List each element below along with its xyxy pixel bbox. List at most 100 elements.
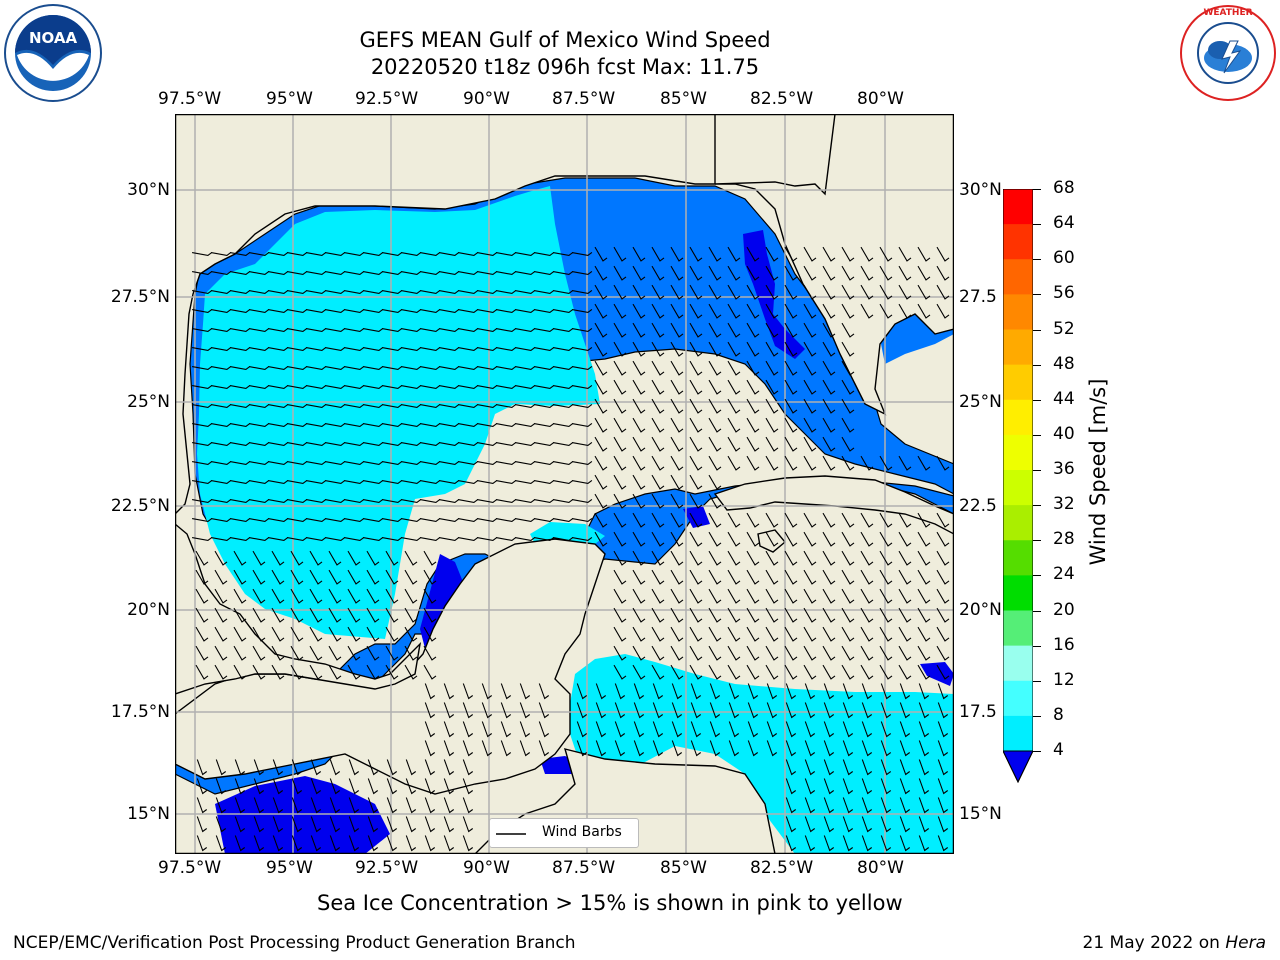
legend-line-swatch [496,833,526,835]
wind-barb [534,517,555,522]
wind-barb [287,403,308,408]
wind-barb [401,422,422,427]
wind-barb [708,417,722,433]
wind-barb [651,474,665,490]
wind-barb [515,251,536,256]
wind-barb [291,797,303,814]
wind-barb [382,308,403,313]
wind-barb [192,289,213,294]
wind-barb [553,536,574,541]
lat-tick-left: 15°N [127,804,170,824]
wind-barb [670,645,684,661]
wind-barb [385,664,399,680]
wind-barb [572,517,593,522]
wind-barb [803,626,817,642]
wind-barb [500,740,512,757]
wind-barb [632,360,646,376]
wind-barb [515,498,536,503]
wind-barb [500,702,512,719]
wind-barb [860,645,874,661]
wind-barb [899,816,911,833]
wind-barb [519,683,531,700]
wind-barb [367,759,379,776]
wind-barb [534,346,555,351]
wind-barb [462,721,474,738]
wind-barb [765,607,779,623]
wind-barb [268,308,289,313]
wind-barb [613,474,627,490]
wind-barb [784,398,798,414]
wind-barb [823,702,835,719]
wind-barb [936,588,950,604]
wind-barb [443,759,455,776]
wind-barb [192,384,213,389]
lon-tick-bottom: 95°W [266,858,313,878]
wind-barb [306,422,327,427]
colorbar-svg [1002,188,1034,784]
wind-barb [879,303,893,319]
wind-barb [746,284,760,300]
wind-barb [576,740,588,757]
wind-barb [936,246,950,262]
wind-barb [271,588,285,604]
wind-barb [918,740,930,757]
wind-barb [898,284,912,300]
wind-barb [401,479,422,484]
map-gridlines [175,114,954,854]
wind-barb [936,607,950,623]
wind-barb [572,536,593,541]
wind-barb [708,607,722,623]
caribbean-band-8-12 [570,654,954,854]
wind-barb [496,498,517,503]
wind-barb [917,607,931,623]
wind-barb [670,436,684,452]
wind-barb [439,536,460,541]
wind-barb [382,498,403,503]
wind-barb [211,346,232,351]
colorbar-tick-mark [1033,470,1041,471]
wind-barb [253,816,265,833]
wind-barb [496,365,517,370]
wind-barb [214,569,228,585]
wind-barb [708,550,722,566]
lat-tick-right: 20°N [959,600,1002,620]
wind-barb [708,626,722,642]
wind-barb [386,797,398,814]
wind-barb [382,517,403,522]
wind-barb [823,778,835,795]
wind-barb [803,398,817,414]
colorbar-tick-label: 16 [1053,634,1075,655]
wind-barbs [192,246,950,852]
wind-barb [860,512,874,528]
wind-barb [614,721,626,738]
wind-barb [443,797,455,814]
wind-barb [572,384,593,389]
wind-barb [325,289,346,294]
wind-barb [632,379,646,395]
wind-barb [230,270,251,275]
wind-barb [500,683,512,700]
wind-barb [268,536,289,541]
lon-tick-bottom: 92.5°W [355,858,419,878]
lon-tick-top: 95°W [266,89,313,109]
wind-barb [861,797,873,814]
wind-barb [917,246,931,262]
wind-barb [401,327,422,332]
wind-barb [423,569,437,585]
wind-barb [401,384,422,389]
wind-barb [420,403,441,408]
wind-barb [515,270,536,275]
wind-barb [785,835,797,852]
wind-barb [841,626,855,642]
wind-barb [515,327,536,332]
wind-barb [879,284,893,300]
wind-barb [765,417,779,433]
wind-barb [690,683,702,700]
wind-barb [785,721,797,738]
colorbar-tick-mark [1033,610,1041,612]
wind-barb [534,498,555,503]
wind-barb [746,417,760,433]
wind-barb [689,322,703,338]
wind-barb [614,683,626,700]
gulf-band-8-12-west [197,186,600,639]
